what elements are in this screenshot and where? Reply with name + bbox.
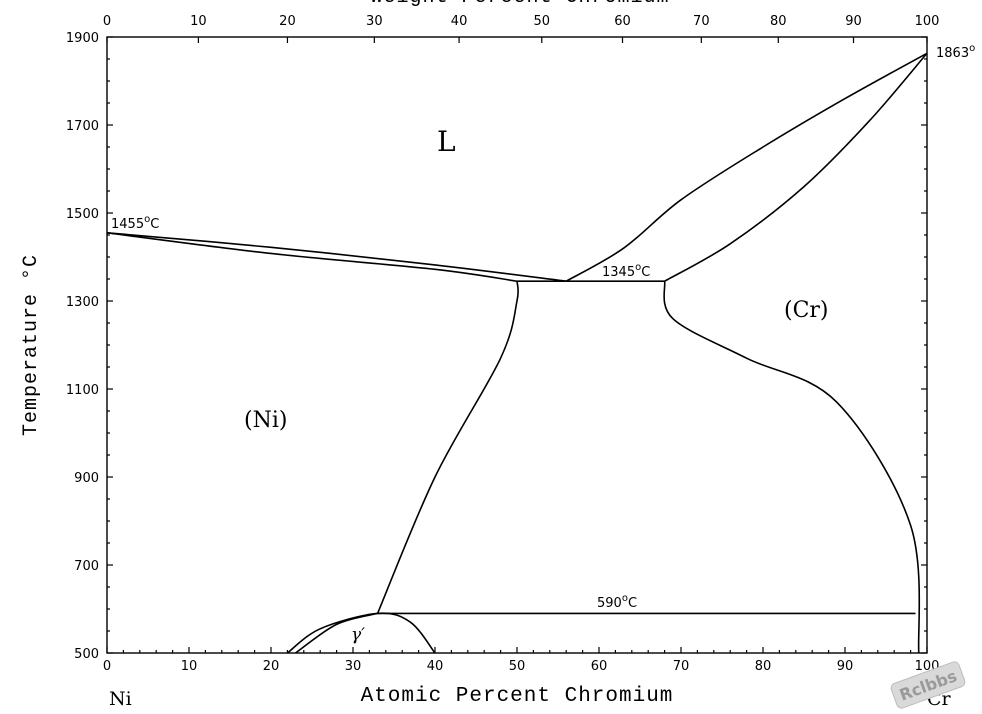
bottom-ticks: 0 10 20 30 40 50 60 70 80 90 100: [103, 647, 939, 674]
liquid-region-label: L: [437, 125, 456, 158]
bottom-tick-label: 60: [591, 659, 608, 674]
eutectic-temperature-label: 1345oC: [602, 262, 650, 280]
top-ticks: 0 10 20 30 40 50 60 70 80 90 100: [103, 14, 940, 43]
ni-solvus: [376, 281, 520, 614]
plot-frame: [106, 36, 928, 654]
ni-element-label: Ni: [109, 688, 132, 710]
y-tick-label: 1500: [66, 207, 99, 222]
top-tick-label: 60: [614, 14, 631, 29]
bottom-tick-label: 50: [509, 659, 526, 674]
top-tick-label: 20: [279, 14, 296, 29]
phase-boundaries: [106, 52, 928, 654]
bottom-tick-label: 30: [345, 659, 362, 674]
solidus-cr-side: [664, 52, 928, 282]
y-tick-label: 500: [74, 647, 99, 662]
bottom-tick-label: 90: [837, 659, 854, 674]
bottom-tick-label: 70: [673, 659, 690, 674]
solidus-ni-side: [106, 232, 518, 282]
eutectoid-temperature-label: 590oC: [597, 593, 637, 611]
cr-melting-point-label: 1863o: [936, 43, 975, 61]
bottom-axis-title: Atomic Percent Chromium: [361, 685, 674, 708]
y-tick-label: 1300: [66, 295, 99, 310]
y-tick-label: 1100: [66, 383, 99, 398]
y-tick-label: 1700: [66, 119, 99, 134]
bottom-tick-label: 40: [427, 659, 444, 674]
top-tick-label: 100: [915, 14, 940, 29]
top-tick-label: 90: [845, 14, 862, 29]
top-tick-label: 40: [451, 14, 468, 29]
top-axis-title: Weight Percent Chromium: [370, 0, 669, 9]
top-tick-label: 0: [103, 14, 111, 29]
top-tick-label: 30: [366, 14, 383, 29]
top-tick-label: 50: [534, 14, 551, 29]
ni-melting-point-label: 1455oC: [111, 214, 159, 232]
liquidus-cr-side: [565, 52, 928, 282]
top-tick-label: 70: [693, 14, 710, 29]
left-ticks: 500 700 900 1100 1300 1500 1700 1900: [66, 31, 113, 662]
cr-solvus: [663, 281, 921, 654]
y-tick-label: 700: [74, 559, 99, 574]
gamma-prime-inner: [295, 612, 378, 654]
bottom-tick-label: 80: [755, 659, 772, 674]
y-tick-label: 1900: [66, 31, 99, 46]
gamma-prime-label: γ′: [351, 625, 365, 645]
right-ticks: [921, 36, 927, 654]
y-tick-label: 900: [74, 471, 99, 486]
ni-solid-region-label: (Ni): [244, 408, 287, 433]
bottom-tick-label: 0: [103, 659, 111, 674]
top-tick-label: 80: [770, 14, 787, 29]
cr-solid-region-label: (Cr): [784, 298, 829, 323]
y-axis-title: Temperature °C: [20, 254, 43, 436]
liquidus-ni-side: [106, 232, 567, 282]
bottom-tick-label: 10: [181, 659, 198, 674]
bottom-tick-label: 20: [263, 659, 280, 674]
top-tick-label: 10: [190, 14, 207, 29]
